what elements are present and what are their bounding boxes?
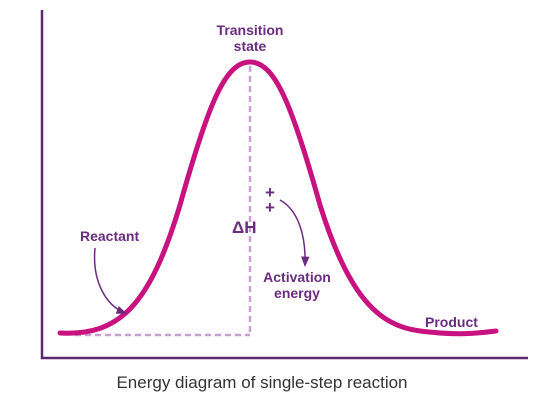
activation-label: energy <box>274 285 320 301</box>
activation-label: Activation <box>263 269 331 285</box>
double-dagger: + <box>265 183 275 202</box>
delta-h-label: ΔH <box>232 218 257 237</box>
reactant-arrow <box>93 247 127 314</box>
activation-arrow <box>279 199 310 268</box>
energy-curve <box>57 59 499 337</box>
caption: Energy diagram of single-step reaction <box>116 373 407 392</box>
transition-label: state <box>234 38 267 54</box>
product-label: Product <box>425 314 478 330</box>
reactant-label: Reactant <box>80 228 139 244</box>
transition-label: Transition <box>217 22 284 38</box>
double-dagger: + <box>265 198 275 217</box>
